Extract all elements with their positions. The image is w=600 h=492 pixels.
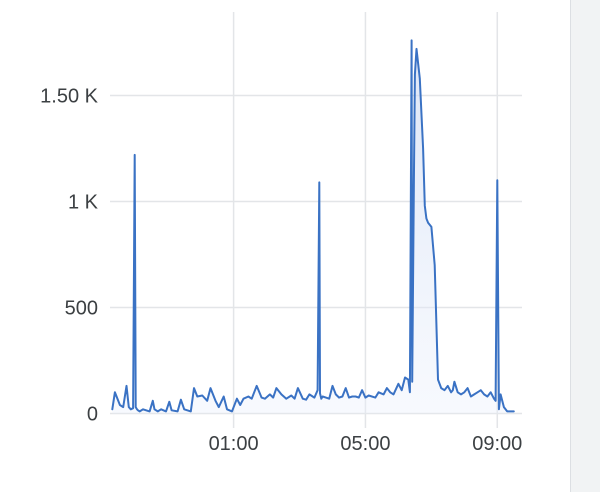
y-tick-label: 1.50 K [40,86,98,108]
y-tick-label: 1 K [68,192,99,214]
y-tick-label: 0 [87,404,98,426]
x-tick-label: 09:00 [472,433,522,455]
series-area [112,40,514,414]
chart-card: 0 500 1 K 1.50 K 01:00 05:00 09:00 [0,0,571,492]
series-line [111,39,515,413]
grid-lines [110,12,522,428]
x-axis-labels: 01:00 05:00 09:00 [209,433,523,455]
y-axis-labels: 0 500 1 K 1.50 K [40,86,98,426]
x-tick-label: 01:00 [209,433,259,455]
series-line-layer [111,39,515,413]
y-tick-label: 500 [65,298,98,320]
series-area-layer [112,40,514,414]
x-tick-label: 05:00 [340,433,390,455]
